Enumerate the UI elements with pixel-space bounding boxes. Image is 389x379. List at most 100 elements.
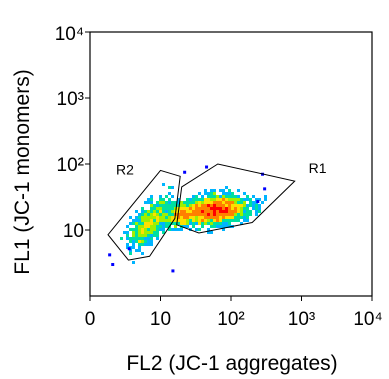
- event-dot: [126, 231, 129, 234]
- event-dot: [183, 219, 186, 222]
- event-dot: [153, 225, 156, 228]
- event-dot: [207, 195, 210, 198]
- event-dot: [156, 207, 159, 210]
- event-dot: [189, 210, 192, 213]
- event-dot: [222, 195, 225, 198]
- event-dot: [222, 216, 225, 219]
- event-dot: [171, 216, 174, 219]
- event-dot: [246, 210, 249, 213]
- event-dot: [219, 207, 222, 210]
- event-dot: [252, 201, 255, 204]
- event-dot: [180, 219, 183, 222]
- event-dot: [159, 219, 162, 222]
- event-dot: [207, 210, 210, 213]
- event-dot: [138, 231, 141, 234]
- event-dot: [150, 195, 153, 198]
- event-dot: [237, 210, 240, 213]
- event-dot: [201, 210, 204, 213]
- event-dot: [147, 219, 150, 222]
- gate-r1: [176, 163, 296, 234]
- event-dot: [162, 219, 165, 222]
- event-dot: [198, 222, 201, 225]
- event-dot: [171, 201, 174, 204]
- event-dot: [189, 213, 192, 216]
- event-dot: [150, 222, 153, 225]
- event-dot: [243, 198, 246, 201]
- event-dot: [222, 225, 225, 228]
- y-tick-label: 10³: [57, 89, 84, 110]
- event-dot: [201, 204, 204, 207]
- event-dot: [144, 213, 147, 216]
- event-dot: [195, 228, 198, 231]
- event-dot: [210, 210, 213, 213]
- outlier-dot: [183, 170, 187, 174]
- event-dot: [165, 213, 168, 216]
- event-dot: [210, 189, 213, 192]
- event-dot: [132, 246, 135, 249]
- event-dot: [129, 252, 132, 255]
- event-dot: [207, 204, 210, 207]
- event-dot: [210, 222, 213, 225]
- event-dot: [162, 183, 165, 186]
- event-dot: [237, 219, 240, 222]
- event-dot: [228, 201, 231, 204]
- event-dot: [138, 216, 141, 219]
- event-dot: [123, 231, 126, 234]
- event-dot: [192, 213, 195, 216]
- event-dot: [141, 231, 144, 234]
- event-dot: [222, 228, 225, 231]
- event-dot: [204, 189, 207, 192]
- event-dot: [198, 192, 201, 195]
- event-dot: [132, 243, 135, 246]
- event-dot: [177, 222, 180, 225]
- event-dot: [144, 237, 147, 240]
- event-dot: [144, 201, 147, 204]
- event-dot: [120, 237, 123, 240]
- event-dot: [195, 207, 198, 210]
- event-dot: [195, 201, 198, 204]
- event-dot: [243, 210, 246, 213]
- event-dot: [171, 195, 174, 198]
- event-dot: [201, 207, 204, 210]
- event-dot: [144, 228, 147, 231]
- event-dot: [177, 228, 180, 231]
- event-dot: [198, 207, 201, 210]
- event-dot: [171, 213, 174, 216]
- event-dot: [150, 216, 153, 219]
- event-dot: [225, 216, 228, 219]
- event-dot: [186, 225, 189, 228]
- event-dot: [249, 204, 252, 207]
- event-dot: [171, 207, 174, 210]
- event-dot: [240, 222, 243, 225]
- event-dot: [153, 207, 156, 210]
- event-dot: [228, 204, 231, 207]
- event-dot: [156, 231, 159, 234]
- event-dot: [264, 198, 267, 201]
- event-dot: [138, 228, 141, 231]
- event-dot: [168, 219, 171, 222]
- event-dot: [171, 204, 174, 207]
- event-dot: [135, 249, 138, 252]
- event-dot: [186, 198, 189, 201]
- event-dot: [255, 198, 258, 201]
- event-dot: [129, 237, 132, 240]
- event-dot: [162, 225, 165, 228]
- event-dot: [198, 219, 201, 222]
- event-dot: [132, 231, 135, 234]
- x-tick-label: 0: [85, 309, 96, 330]
- event-dot: [225, 219, 228, 222]
- event-dot: [135, 210, 138, 213]
- y-tick-label: 10²: [57, 155, 84, 176]
- event-dot: [231, 207, 234, 210]
- event-dot: [240, 198, 243, 201]
- event-density-dots: [108, 165, 267, 273]
- event-dot: [138, 249, 141, 252]
- event-dot: [150, 228, 153, 231]
- event-dot: [237, 216, 240, 219]
- event-dot: [198, 198, 201, 201]
- event-dot: [207, 216, 210, 219]
- event-dot: [255, 207, 258, 210]
- event-dot: [228, 213, 231, 216]
- event-dot: [201, 216, 204, 219]
- event-dot: [150, 243, 153, 246]
